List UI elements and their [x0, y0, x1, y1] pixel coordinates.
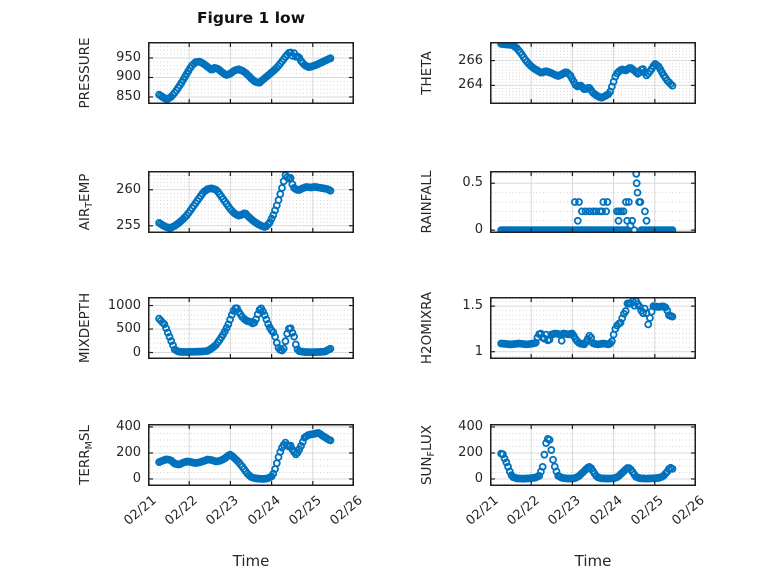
tick-marks	[148, 43, 354, 103]
x-axis-label-right: Time	[574, 552, 612, 570]
ytick-label-sun_flux: 200	[458, 444, 483, 460]
major-grid	[149, 172, 353, 232]
xtick-label: 02/22	[162, 493, 201, 529]
ytick-label-sun_flux: 0	[474, 470, 483, 486]
axes-box	[490, 171, 696, 233]
xtick-label: 02/26	[327, 493, 366, 529]
subplot-sun_flux	[490, 424, 696, 486]
tick-marks	[490, 172, 696, 232]
data-point-markers	[155, 429, 335, 483]
ytick-label-mixdepth: 0	[132, 344, 141, 360]
ytick-label-terr_msl: 200	[116, 444, 141, 460]
subplot-rainfall	[490, 171, 696, 233]
subplot-pressure	[148, 42, 354, 104]
plot-area-pressure	[148, 42, 354, 104]
data-point-markers	[155, 304, 335, 357]
subplot-h2omixra	[490, 297, 696, 359]
axes-box	[490, 424, 696, 486]
tick-marks	[148, 172, 354, 232]
xtick-label: 02/25	[628, 493, 667, 529]
tick-marks	[490, 425, 696, 485]
ytick-label-rainfall: 0	[474, 222, 483, 238]
plot-area-sun_flux	[490, 424, 696, 486]
ytick-label-terr_msl: 400	[116, 418, 141, 434]
plot-area-air_temp	[148, 171, 354, 233]
xtick-label: 02/25	[286, 493, 325, 529]
figure-title: Figure 1 low	[196, 9, 306, 27]
axes-box	[490, 297, 696, 359]
xtick-label: 02/24	[586, 493, 626, 529]
axes-box	[148, 297, 354, 359]
axes-box	[148, 42, 354, 104]
y-axis-label-sun_flux: SUNFLUX	[419, 425, 437, 486]
subplot-mixdepth	[148, 297, 354, 359]
ytick-label-h2omixra: 1	[474, 343, 483, 359]
ytick-label-air_temp: 260	[116, 181, 141, 197]
subplot-theta	[490, 42, 696, 104]
axes-box	[148, 171, 354, 233]
ytick-label-h2omixra: 1.5	[462, 298, 483, 314]
ytick-label-air_temp: 255	[116, 217, 141, 233]
tick-marks	[148, 425, 354, 485]
ytick-label-theta: 266	[458, 52, 483, 68]
data-point-markers	[155, 171, 335, 232]
plot-area-theta	[490, 42, 696, 104]
subplot-terr_msl	[148, 424, 354, 486]
ytick-label-theta: 264	[458, 77, 483, 93]
plot-area-mixdepth	[148, 297, 354, 359]
plot-area-h2omixra	[490, 297, 696, 359]
axes-box	[148, 424, 354, 486]
plot-area-rainfall	[490, 171, 696, 233]
xtick-label: 02/21	[121, 493, 160, 529]
xtick-label: 02/23	[545, 493, 585, 529]
ytick-label-mixdepth: 500	[116, 321, 141, 337]
xtick-label: 02/22	[504, 493, 543, 529]
ytick-label-mixdepth: 1000	[107, 297, 141, 313]
xtick-label: 02/26	[669, 493, 708, 529]
ytick-label-sun_flux: 400	[458, 418, 483, 434]
data-point-markers	[155, 48, 335, 103]
data-point-markers	[497, 171, 677, 233]
ytick-label-pressure: 900	[116, 69, 141, 85]
xtick-label: 02/23	[203, 493, 243, 529]
tick-marks	[490, 298, 696, 358]
tick-marks	[490, 43, 696, 103]
y-axis-label-terr_msl: TERRMSL	[77, 425, 95, 485]
plot-area-terr_msl	[148, 424, 354, 486]
ytick-label-pressure: 950	[116, 49, 141, 65]
xtick-label: 02/24	[244, 493, 284, 529]
ytick-label-terr_msl: 0	[132, 470, 141, 486]
x-axis-label-left: Time	[232, 552, 270, 570]
ytick-label-rainfall: 0.5	[462, 175, 483, 191]
xtick-label: 02/21	[463, 493, 502, 529]
ytick-label-pressure: 850	[116, 88, 141, 104]
data-point-markers	[497, 42, 677, 102]
tick-marks	[148, 298, 354, 358]
axes-box	[490, 42, 696, 104]
subplot-air_temp	[148, 171, 354, 233]
